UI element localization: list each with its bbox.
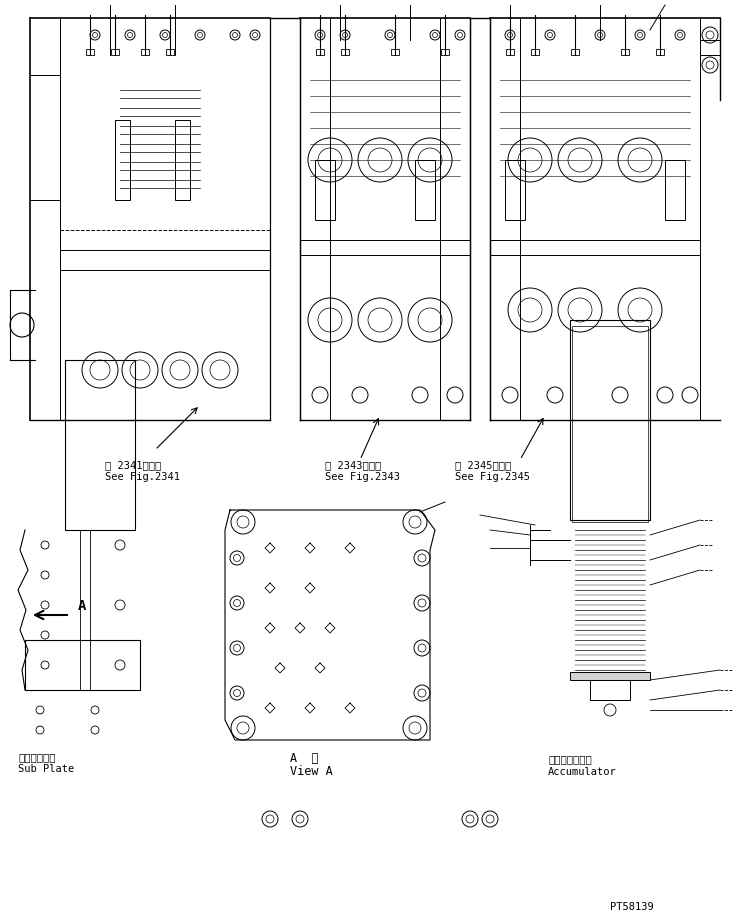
Text: アキュムレータ: アキュムレータ	[548, 754, 592, 764]
Text: サブプレート: サブプレート	[18, 752, 56, 762]
Text: See Fig.2343: See Fig.2343	[325, 472, 400, 482]
Bar	[111, 49, 119, 55]
Polygon shape	[225, 510, 435, 740]
Bar	[391, 49, 399, 55]
Text: Accumulator: Accumulator	[548, 767, 617, 777]
Text: 第 2343図参照: 第 2343図参照	[325, 460, 381, 470]
Bar	[571, 49, 579, 55]
Bar	[415, 160, 435, 220]
Bar	[441, 49, 449, 55]
Text: See Fig.2345: See Fig.2345	[455, 472, 530, 482]
Bar	[621, 49, 629, 55]
Bar	[86, 49, 94, 55]
Text: See Fig.2341: See Fig.2341	[105, 472, 180, 482]
Bar	[505, 160, 525, 220]
Text: View A: View A	[290, 765, 333, 778]
Bar	[572, 326, 648, 522]
Bar	[590, 680, 630, 700]
Bar	[175, 120, 190, 200]
Bar	[665, 160, 685, 220]
Bar	[65, 360, 135, 530]
Text: 第 2345図参照: 第 2345図参照	[455, 460, 512, 470]
Bar	[315, 160, 335, 220]
Text: A: A	[78, 599, 87, 613]
Text: PT58139: PT58139	[610, 902, 653, 912]
Bar	[115, 120, 130, 200]
Bar	[506, 49, 514, 55]
Bar	[141, 49, 149, 55]
Bar	[656, 49, 664, 55]
Bar	[316, 49, 324, 55]
Bar	[25, 640, 140, 690]
Bar	[341, 49, 349, 55]
Bar	[570, 320, 650, 520]
Bar	[570, 672, 650, 680]
Text: Sub Plate: Sub Plate	[18, 764, 74, 774]
Bar	[531, 49, 539, 55]
Bar	[166, 49, 174, 55]
Text: 第 2341図参照: 第 2341図参照	[105, 460, 161, 470]
Text: A  視: A 視	[290, 752, 318, 765]
